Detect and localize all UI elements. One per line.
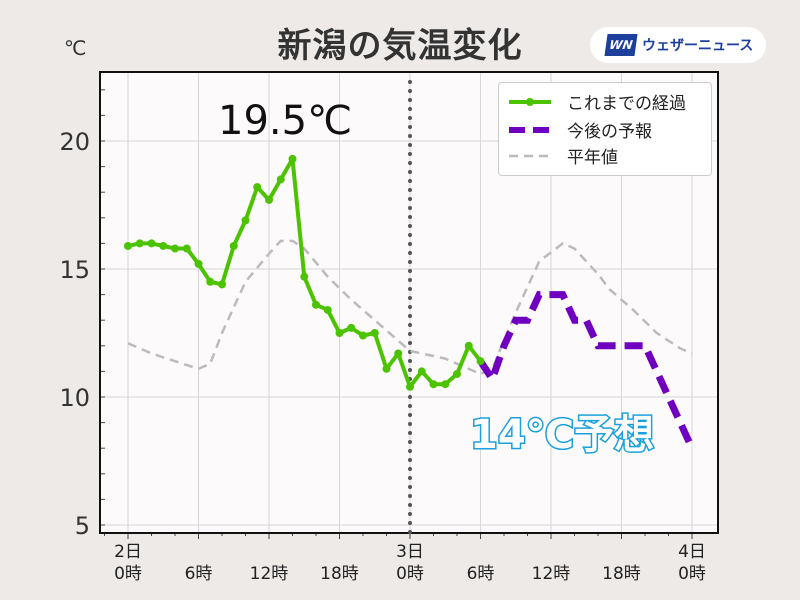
x-tick-label: 4日 <box>678 542 706 562</box>
legend-item-observed: これまでの経過 <box>499 89 686 114</box>
y-tick-label: 5 <box>75 512 90 540</box>
observed-point <box>382 364 391 373</box>
observed-point <box>241 216 250 225</box>
normal-line <box>127 239 693 376</box>
legend: これまでの経過 今後の予報 平年値 <box>498 82 712 176</box>
x-tick-label: 18時 <box>320 564 359 584</box>
x-tick-label: 0時 <box>396 564 424 584</box>
legend-label: これまでの経過 <box>567 94 686 114</box>
x-tick-label: 2日 <box>114 542 142 562</box>
observed-point <box>218 280 226 289</box>
observed-point <box>253 183 262 192</box>
brand-name: ウェザーニュース <box>642 38 754 54</box>
observed-point <box>159 241 168 250</box>
observed-point <box>182 244 191 253</box>
observed-point <box>453 369 461 378</box>
x-tick-label: 12時 <box>250 564 289 584</box>
observed-point <box>347 323 356 332</box>
weathernews-logo: WN ウェザーニュース <box>590 27 766 63</box>
legend-label: 平年値 <box>567 148 618 168</box>
observed-point <box>300 272 309 281</box>
observed-point <box>206 277 215 286</box>
chart-title: 新潟の気温変化 <box>277 26 523 66</box>
forecast-line <box>477 291 696 450</box>
observed-point <box>429 380 438 389</box>
observed-point <box>417 367 426 376</box>
x-tick-label: 0時 <box>678 564 706 584</box>
observed-point <box>288 154 297 163</box>
observed-point <box>171 244 179 253</box>
x-tick-label: 12時 <box>532 564 571 584</box>
observed-point <box>335 329 344 337</box>
observed-point <box>464 341 473 350</box>
y-axis-unit: ℃ <box>64 36 87 60</box>
observed-point <box>147 239 156 248</box>
forecast-temp-annotation: 14℃予想 <box>468 411 655 460</box>
observed-point <box>229 241 238 250</box>
legend-observed-swatch <box>509 97 551 106</box>
observed-point <box>441 380 450 389</box>
x-tick-label: 18時 <box>602 564 641 584</box>
legend-forecast-swatch <box>509 126 551 133</box>
observed-point <box>359 331 367 340</box>
x-tick-label: 6時 <box>185 564 213 584</box>
observed-point <box>135 239 144 248</box>
x-tick-label: 3日 <box>396 542 424 562</box>
legend-normal-swatch <box>509 154 551 157</box>
legend-item-normal: 平年値 <box>499 143 618 168</box>
x-tick-label: 6時 <box>467 564 495 584</box>
observed-point <box>312 300 320 309</box>
observed-point <box>323 305 332 314</box>
observed-point <box>476 357 485 366</box>
observed-point <box>124 241 132 250</box>
observed-point <box>265 195 273 204</box>
observed-point <box>394 349 403 358</box>
legend-label: 今後の予報 <box>567 122 652 142</box>
observed-point <box>370 329 379 337</box>
x-tick-label: 0時 <box>114 564 142 584</box>
y-tick-label: 10 <box>59 384 90 412</box>
observed-point <box>194 259 203 268</box>
max-temp-annotation: 19.5℃ <box>218 98 352 144</box>
observed-point <box>406 382 414 391</box>
y-tick-label: 20 <box>59 128 90 156</box>
observed-point <box>276 175 285 184</box>
y-tick-label: 15 <box>59 256 90 284</box>
legend-item-forecast: 今後の予報 <box>499 117 652 142</box>
